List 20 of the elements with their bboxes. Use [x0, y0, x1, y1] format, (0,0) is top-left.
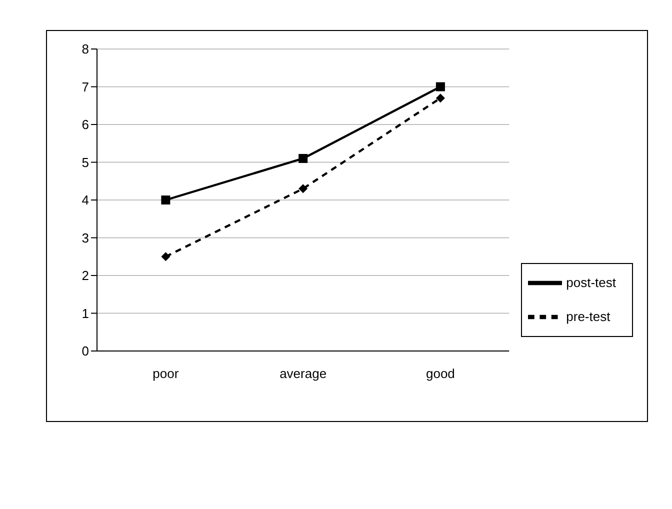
- y-tick-label: 2: [82, 268, 89, 284]
- y-tick-label: 4: [82, 192, 89, 208]
- x-tick-label: good: [426, 366, 455, 382]
- point: [298, 154, 308, 163]
- y-tick-label: 7: [82, 79, 89, 94]
- legend-label: post-test: [566, 275, 616, 290]
- y-tick-label: 0: [82, 344, 89, 359]
- point: [436, 82, 445, 92]
- y-tick-label: 6: [82, 117, 89, 132]
- y-tick-label: 8: [82, 42, 89, 57]
- y-tick-label: 3: [82, 230, 89, 246]
- legend-label: pre-test: [566, 309, 610, 324]
- point: [298, 184, 308, 194]
- point: [161, 252, 170, 262]
- x-tick-label: average: [280, 366, 327, 382]
- x-tick-label: poor: [152, 366, 180, 382]
- point: [161, 196, 170, 204]
- point: [436, 94, 445, 103]
- y-tick-label: 5: [82, 154, 89, 170]
- y-tick-label: 1: [82, 306, 89, 321]
